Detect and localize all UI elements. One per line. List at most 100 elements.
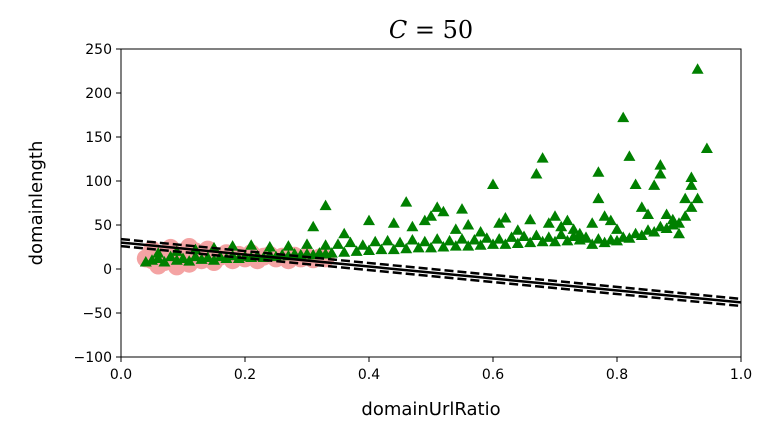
data-point: [629, 178, 642, 190]
data-point: [387, 243, 400, 255]
data-point: [617, 111, 630, 123]
data-point: [387, 217, 400, 228]
data-point: [356, 239, 369, 250]
data-point: [325, 247, 338, 258]
data-point: [567, 230, 580, 241]
data-point: [400, 196, 413, 207]
data-point: [700, 142, 713, 153]
data-point: [480, 232, 493, 243]
data-point: [375, 243, 388, 255]
data-point: [685, 179, 698, 190]
data-point: [679, 210, 692, 221]
data-point: [474, 226, 487, 237]
data-point: [642, 208, 654, 219]
chart-title: C = 50: [389, 16, 473, 44]
data-point: [183, 255, 196, 266]
data-point: [449, 240, 462, 251]
y-tick-label: −50: [82, 306, 112, 322]
data-point: [629, 227, 642, 239]
data-point: [307, 220, 320, 232]
data-point: [208, 254, 220, 265]
data-point: [406, 220, 419, 232]
data-point: [412, 241, 425, 253]
decision-boundary-line: [121, 241, 741, 304]
data-point: [338, 246, 351, 257]
data-point: [530, 229, 543, 241]
data-point: [437, 205, 450, 217]
y-tick-label: −100: [74, 350, 112, 366]
data-point: [685, 201, 698, 212]
data-point: [418, 235, 431, 247]
lines-layer: [121, 237, 741, 308]
data-point: [158, 255, 171, 267]
x-axis: 0.0 0.2 0.4 0.6 0.8 1.0: [110, 357, 752, 383]
data-point: [592, 166, 605, 177]
y-axis-label: domainlength: [26, 141, 47, 266]
data-point: [648, 179, 661, 190]
data-point: [394, 236, 406, 248]
data-point: [536, 235, 549, 247]
data-point: [666, 213, 679, 225]
x-tick-label: 0.4: [358, 367, 380, 383]
data-point: [549, 235, 561, 247]
data-point: [524, 236, 537, 248]
data-point: [635, 201, 648, 212]
data-point: [493, 217, 506, 228]
data-point: [437, 241, 450, 252]
data-point: [573, 227, 586, 239]
series-layer: [139, 63, 713, 267]
data-point: [493, 233, 506, 244]
data-point: [561, 234, 574, 246]
data-point: [319, 239, 332, 250]
data-point: [617, 231, 630, 242]
data-point: [487, 178, 499, 190]
plot-area: [121, 63, 741, 308]
data-point: [524, 213, 537, 225]
data-point: [152, 252, 165, 263]
data-point: [685, 171, 698, 182]
data-point: [586, 238, 599, 249]
data-point: [474, 239, 487, 250]
data-point: [344, 236, 357, 248]
margin-lower-line: [121, 244, 741, 308]
data-point: [363, 244, 375, 256]
data-point: [654, 220, 667, 232]
data-point: [177, 252, 189, 263]
data-point: [666, 219, 679, 230]
data-point: [555, 220, 568, 232]
data-point: [456, 233, 468, 244]
data-point: [152, 247, 165, 258]
data-point: [456, 203, 468, 214]
plot-frame: [120, 48, 742, 358]
data-point: [332, 238, 344, 249]
x-tick-label: 1.0: [730, 367, 752, 383]
data-point: [511, 237, 524, 248]
y-axis: 250 200 150 100 50 0 −50 −100: [74, 42, 121, 366]
data-point: [567, 223, 580, 234]
x-tick-label: 0.2: [234, 367, 256, 383]
data-point: [660, 208, 673, 219]
data-point: [164, 250, 177, 262]
data-point: [611, 223, 623, 234]
data-point: [226, 240, 239, 251]
data-point: [549, 210, 561, 221]
data-point: [425, 241, 437, 253]
y-tick-label: 50: [94, 218, 112, 234]
x-tick-label: 0.8: [606, 367, 628, 383]
data-point: [443, 234, 456, 246]
data-point: [189, 250, 202, 262]
data-point: [598, 210, 611, 221]
data-point: [350, 245, 363, 256]
data-point: [604, 233, 617, 245]
data-point: [201, 251, 214, 263]
data-point: [511, 224, 524, 235]
y-tick-label: 100: [85, 174, 112, 190]
data-point: [673, 227, 685, 239]
data-point: [505, 231, 518, 242]
data-point: [418, 214, 431, 226]
data-point: [592, 233, 605, 244]
x-axis-label: domainUrlRatio: [361, 399, 500, 420]
data-point: [518, 230, 530, 241]
data-point: [220, 252, 233, 263]
